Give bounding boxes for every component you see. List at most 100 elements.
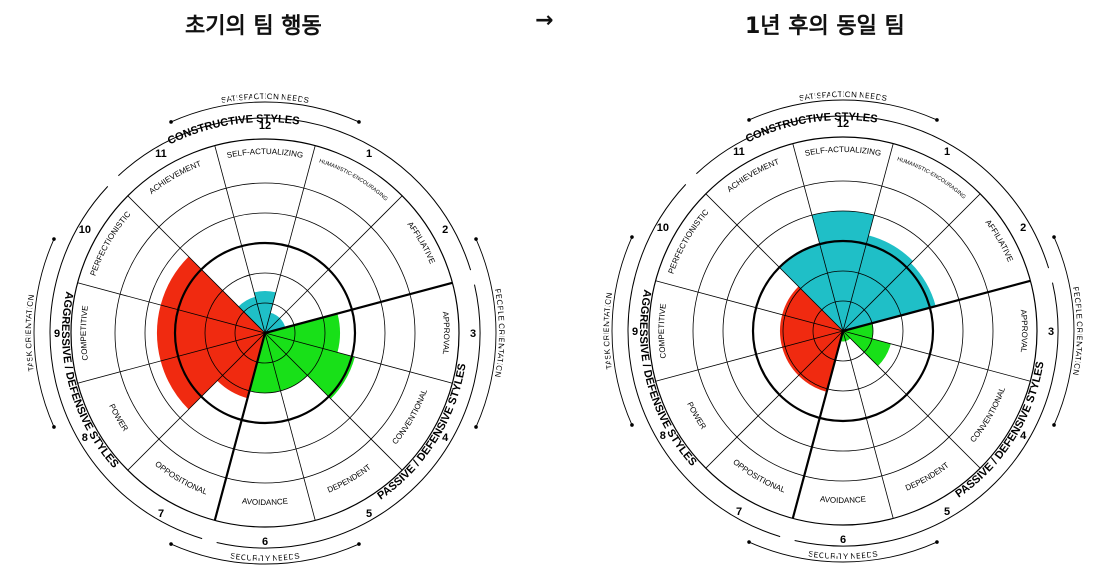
value-wedge-2 bbox=[265, 318, 286, 333]
arrow-head-icon bbox=[52, 237, 56, 241]
grid-circle bbox=[812, 300, 874, 362]
style-group-arc bbox=[49, 186, 203, 540]
value-wedge-8 bbox=[782, 331, 843, 376]
spoke-line bbox=[264, 332, 316, 521]
arrow-head-icon bbox=[747, 540, 751, 544]
spoke-line bbox=[842, 279, 1031, 333]
spoke-line bbox=[77, 282, 266, 334]
spoke-line bbox=[214, 145, 266, 334]
needs-arrow-line bbox=[611, 236, 633, 426]
segment-number-2: 2 bbox=[1020, 222, 1026, 234]
spoke-line bbox=[655, 330, 844, 382]
spoke-line bbox=[264, 145, 316, 334]
grid-circle bbox=[114, 182, 416, 484]
grid-circle bbox=[144, 212, 386, 454]
segment-label-6: AVOIDANCE bbox=[242, 496, 289, 507]
spoke-line bbox=[127, 195, 266, 334]
segment-number-9: 9 bbox=[632, 326, 638, 338]
value-wedge-9 bbox=[157, 305, 265, 361]
segment-number-12: 12 bbox=[837, 118, 849, 130]
needs-arrow-line bbox=[170, 543, 360, 565]
segment-number-10: 10 bbox=[657, 222, 669, 234]
value-wedge-5 bbox=[843, 331, 851, 342]
needs-arrow-line bbox=[170, 101, 360, 123]
needs-arrow-line bbox=[33, 238, 55, 428]
arrow-head-icon bbox=[474, 425, 478, 429]
segment-number-1: 1 bbox=[366, 148, 372, 160]
value-wedge-12 bbox=[254, 291, 276, 333]
grid-circle bbox=[751, 239, 935, 423]
grid-circle bbox=[204, 272, 326, 394]
arrow-head-icon bbox=[1052, 235, 1056, 239]
value-wedge-9 bbox=[780, 314, 843, 348]
security-needs-label: SECURITY NEEDS bbox=[808, 549, 879, 561]
segment-number-7: 7 bbox=[158, 508, 164, 520]
needs-arrow-line bbox=[475, 238, 497, 428]
grid-circle bbox=[692, 180, 994, 482]
value-wedge-11 bbox=[238, 296, 265, 333]
value-wedge-11 bbox=[779, 244, 843, 331]
segment-label-9: COMPETITIVE bbox=[79, 305, 90, 361]
segment-label-6: AVOIDANCE bbox=[820, 494, 867, 505]
segment-number-10: 10 bbox=[79, 224, 91, 236]
value-wedge-10 bbox=[160, 256, 265, 333]
segment-number-3: 3 bbox=[470, 328, 476, 340]
segment-label-12: SELF-ACTUALIZING bbox=[226, 147, 304, 160]
value-wedge-4 bbox=[843, 331, 891, 367]
value-wedge-4 bbox=[265, 333, 355, 399]
segment-number-11: 11 bbox=[155, 148, 167, 160]
style-group-arc bbox=[696, 115, 1050, 269]
arrow-head-icon bbox=[357, 120, 361, 124]
spoke-line bbox=[264, 332, 453, 384]
segment-number-4: 4 bbox=[442, 432, 449, 444]
arrow-icon: → bbox=[535, 8, 554, 33]
spoke-line bbox=[842, 193, 981, 332]
segment-number-12: 12 bbox=[259, 120, 271, 132]
arrow-head-icon bbox=[357, 542, 361, 546]
spoke-line bbox=[842, 143, 894, 332]
value-wedge-8 bbox=[160, 333, 265, 410]
segment-number-6: 6 bbox=[262, 536, 268, 548]
spoke-line bbox=[792, 143, 844, 332]
left-title: 초기의 팀 행동 bbox=[185, 14, 322, 39]
arrow-head-icon bbox=[474, 237, 478, 241]
circumplex-1: SELF-ACTUALIZING12HUMANISTIC-ENCOURAGING… bbox=[600, 88, 1086, 563]
arrow-head-icon bbox=[52, 425, 56, 429]
spoke-line bbox=[264, 195, 403, 334]
spoke-line bbox=[842, 330, 1031, 382]
arrow-head-icon bbox=[630, 423, 634, 427]
segment-number-8: 8 bbox=[660, 430, 666, 442]
spoke-line bbox=[127, 332, 266, 471]
satisfaction-needs-label: SATISFACTION NEEDS bbox=[220, 92, 309, 105]
segment-number-8: 8 bbox=[82, 432, 88, 444]
right-title: 1년 후의 동일 팀 bbox=[745, 14, 905, 39]
arrow-head-icon bbox=[747, 118, 751, 122]
arrow-head-icon bbox=[1052, 423, 1056, 427]
segment-number-6: 6 bbox=[840, 534, 846, 546]
needs-arrow-line bbox=[748, 99, 938, 121]
arrow-head-icon bbox=[935, 118, 939, 122]
circumplex-0: SELF-ACTUALIZING12HUMANISTIC-ENCOURAGING… bbox=[22, 90, 508, 565]
style-group-arc bbox=[118, 117, 472, 271]
value-wedge-3 bbox=[265, 313, 340, 353]
people-orientation-label: PEOPLE ORIENTATION bbox=[1071, 286, 1084, 376]
segment-number-3: 3 bbox=[1048, 326, 1054, 338]
arrow-head-icon bbox=[935, 540, 939, 544]
arrow-head-icon bbox=[169, 120, 173, 124]
spoke-line bbox=[264, 332, 403, 471]
spoke-line bbox=[655, 280, 844, 332]
value-wedge-1 bbox=[265, 312, 280, 333]
spoke-line bbox=[791, 330, 845, 519]
segment-label-9: COMPETITIVE bbox=[657, 303, 668, 359]
style-group-arc bbox=[627, 184, 781, 538]
segment-number-5: 5 bbox=[944, 506, 950, 518]
spoke-line bbox=[842, 330, 981, 469]
spoke-line bbox=[842, 330, 894, 519]
segment-number-11: 11 bbox=[733, 146, 745, 158]
spoke-line bbox=[705, 193, 844, 332]
value-wedge-5 bbox=[265, 333, 308, 391]
value-wedge-7 bbox=[798, 331, 843, 392]
segment-label-3: APPROVAL bbox=[441, 311, 451, 356]
spoke-line bbox=[213, 332, 267, 521]
